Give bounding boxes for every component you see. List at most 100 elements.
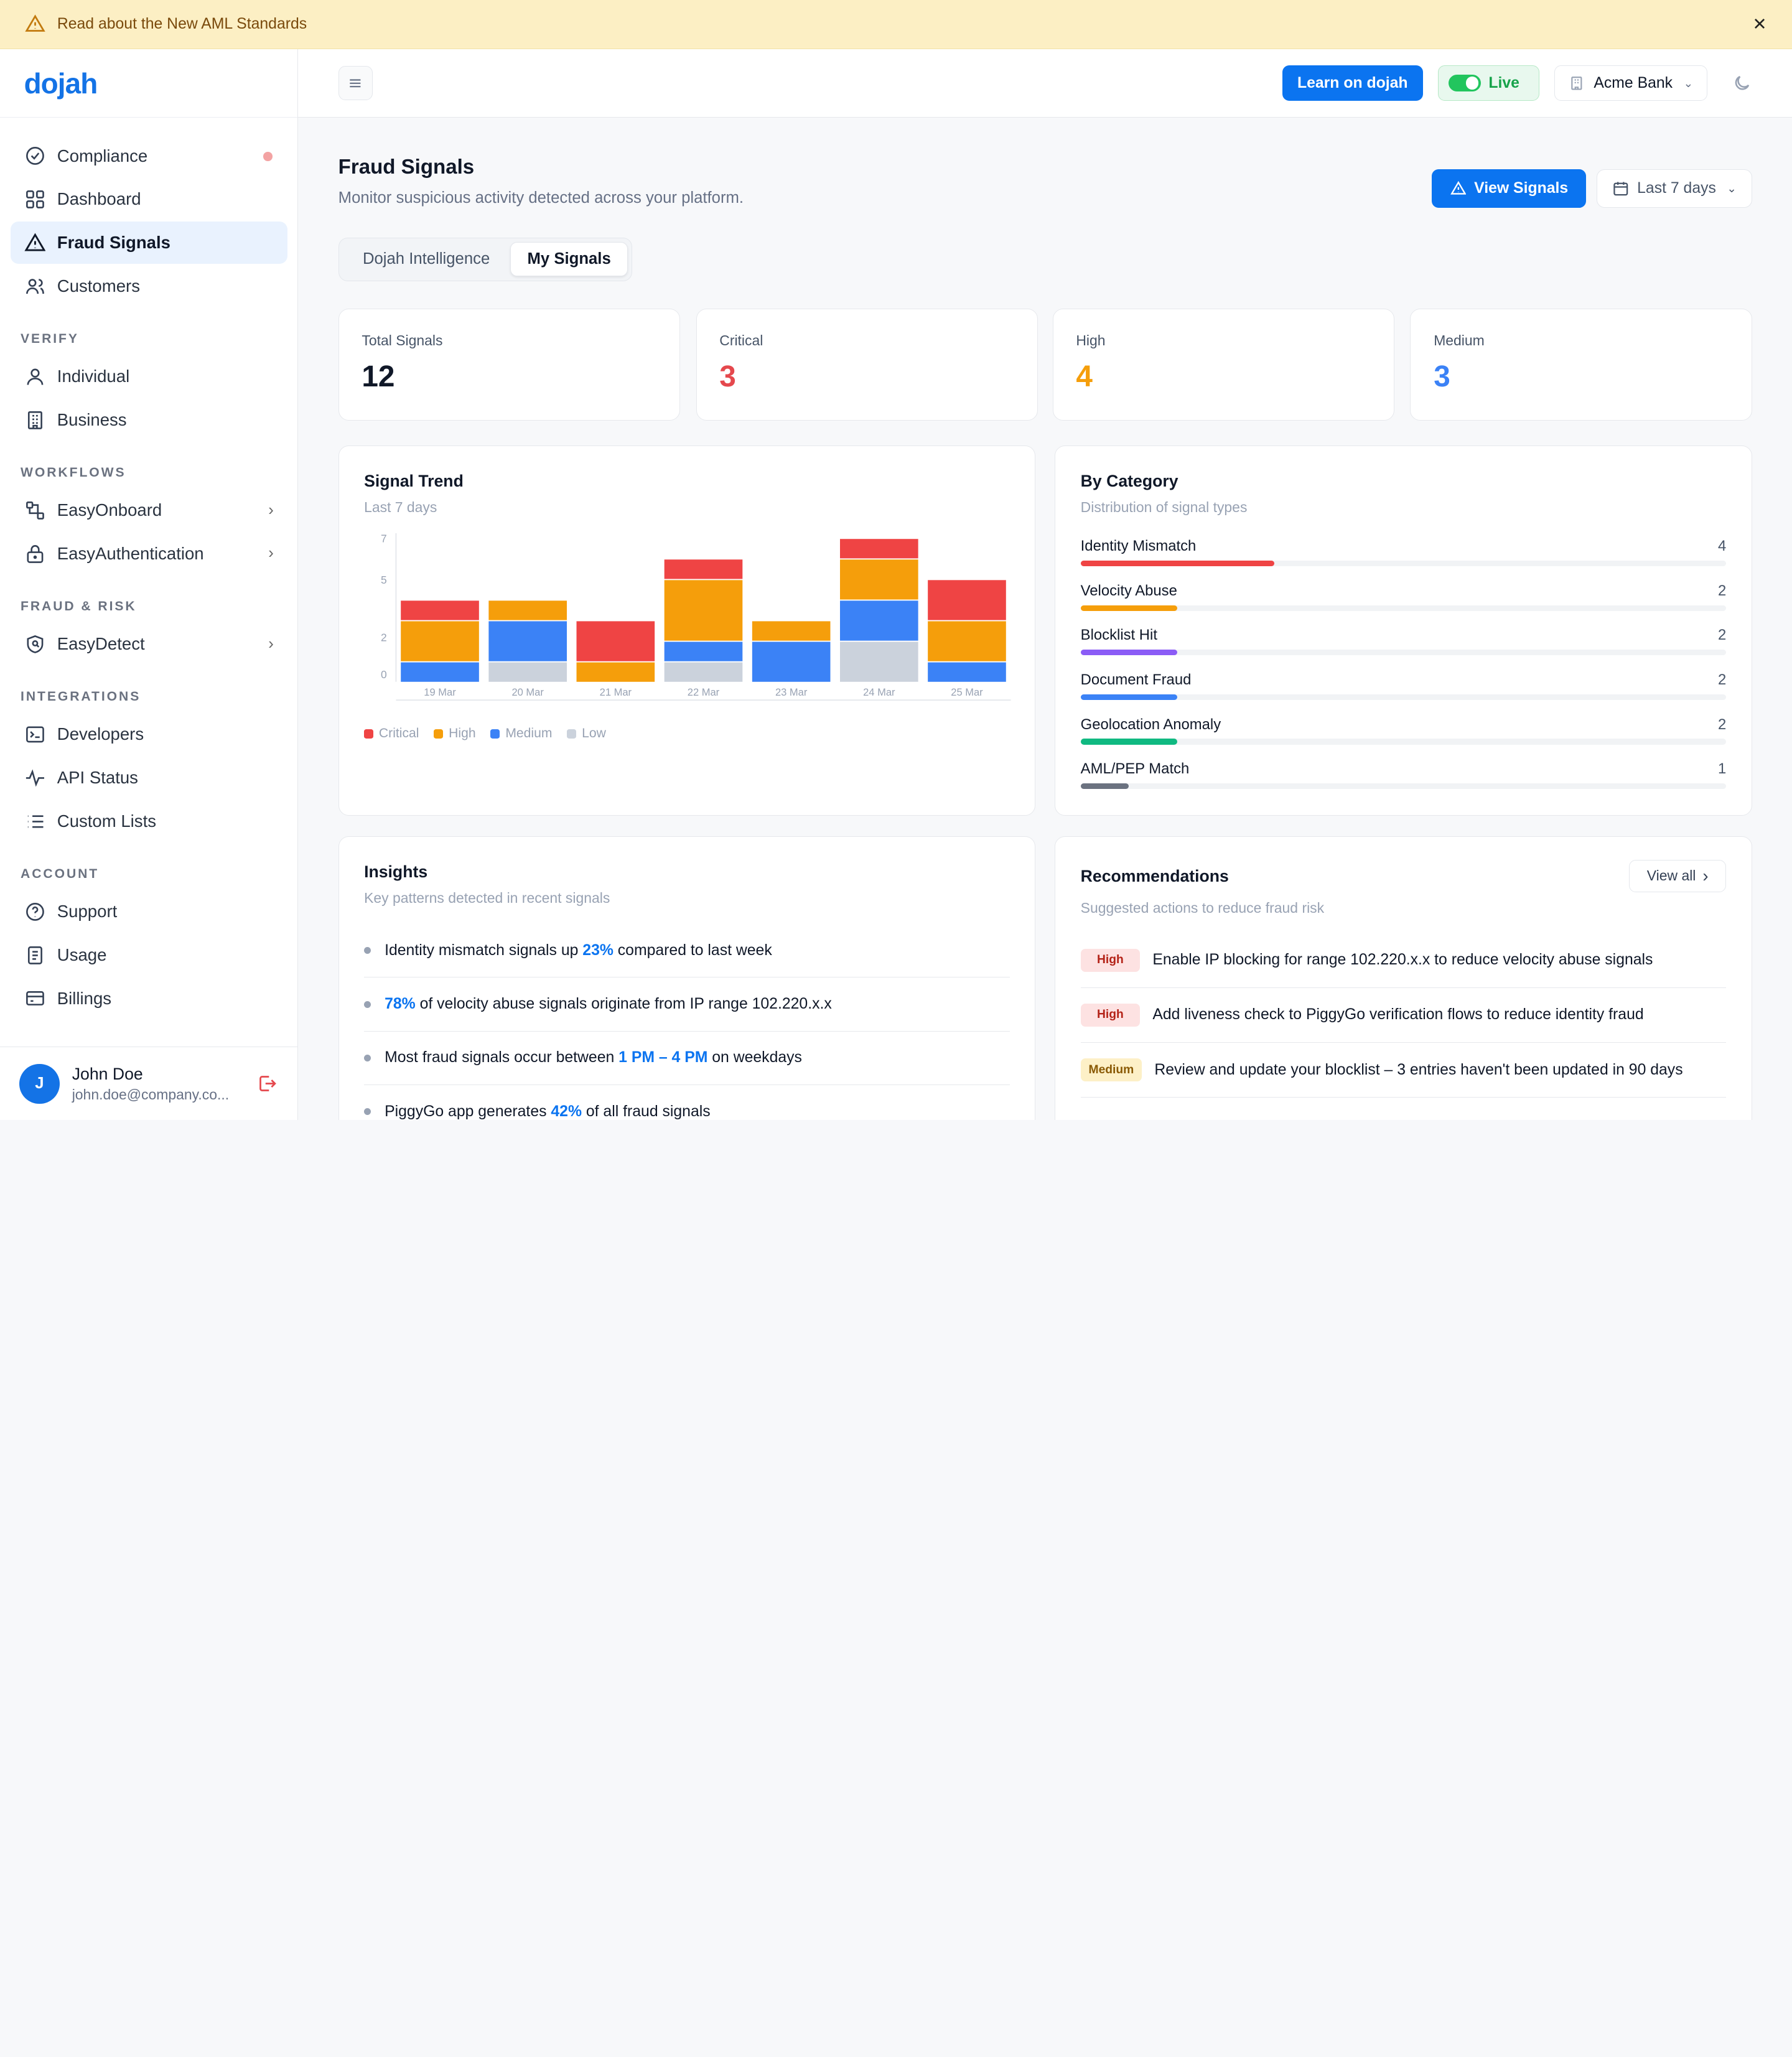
sidebar-item-billings[interactable]: Billings [11, 977, 287, 1020]
sidebar-item-easyauthentication[interactable]: EasyAuthentication › [11, 533, 287, 575]
bar-segment [752, 621, 831, 641]
insight-item: 78% of velocity abuse signals originate … [364, 977, 1010, 1032]
bar-segment [840, 539, 918, 559]
sidebar-item-easyonboard[interactable]: EasyOnboard › [11, 489, 287, 531]
category-row: Blocklist Hit 2 [1080, 627, 1727, 665]
section-workflows: WORKFLOWS [21, 465, 126, 480]
avatar: J [19, 1063, 60, 1104]
logo[interactable]: dojah [0, 49, 298, 118]
chart-legend: Critical High Medium Low [364, 726, 621, 741]
legend-item: High [434, 726, 476, 741]
main-content: Fraud Signals Monitor suspicious activit… [298, 119, 1792, 1120]
sidebar-item-customers[interactable]: Customers [11, 265, 287, 307]
recommendation-item[interactable]: Medium Review and update your blocklist –… [1080, 1043, 1727, 1098]
building-icon [27, 411, 42, 429]
page-header: Fraud Signals Monitor suspicious activit… [338, 156, 744, 208]
learn-on-dojah-button[interactable]: Learn on dojah [1282, 65, 1423, 101]
bar-segment [664, 580, 743, 641]
insight-highlight: 42% [551, 1103, 582, 1120]
organization-selector[interactable]: Acme Bank ⌄ [1554, 65, 1708, 101]
category-bar-track [1080, 739, 1727, 745]
category-count: 2 [1717, 627, 1727, 644]
announcement-banner: Read about the New AML Standards ✕ [0, 0, 1792, 49]
date-range-select[interactable]: Last 7 days ⌄ [1596, 169, 1752, 208]
view-signals-label: View Signals [1474, 180, 1569, 197]
card-subtitle: Key patterns detected in recent signals [364, 889, 610, 906]
sidebar-item-support[interactable]: Support [11, 890, 287, 933]
view-signals-button[interactable]: View Signals [1432, 169, 1587, 208]
bar-segment [840, 641, 918, 682]
insights-card: Insights Key patterns detected in recent… [338, 836, 1036, 1120]
sidebar-item-custom-lists[interactable]: Custom Lists [11, 800, 287, 842]
category-bar-fill [1080, 739, 1178, 745]
legend-swatch [364, 729, 373, 739]
sidebar-item-label: Developers [57, 724, 144, 744]
warning-icon [25, 14, 46, 32]
bar-segment [840, 559, 918, 600]
sidebar-item-usage[interactable]: Usage [11, 934, 287, 976]
legend-label: Medium [505, 726, 553, 741]
sidebar-item-api-status[interactable]: API Status [11, 757, 287, 799]
sidebar-item-label: Billings [57, 988, 112, 1008]
legend-label: Low [582, 726, 606, 741]
sidebar-item-fraud-signals[interactable]: Fraud Signals [10, 222, 287, 264]
live-mode-toggle[interactable]: Live [1437, 65, 1540, 101]
bar-segment [576, 662, 655, 682]
sidebar-item-label: API Status [57, 768, 138, 788]
user-icon [27, 368, 43, 385]
sidebar-item-label: Customers [57, 276, 140, 296]
sidebar-item-developers[interactable]: Developers [11, 713, 287, 755]
legend-label: High [449, 726, 476, 741]
close-icon[interactable]: ✕ [1752, 14, 1767, 34]
user-profile[interactable]: J John Doe john.doe@company.co... [0, 1047, 297, 1120]
signal-trend-chart: 7 5 2 0 19 Mar 20 Mar 21 Mar 22 Mar 23 Mar 24 Mar… [381, 533, 1011, 701]
tab-dojah-intelligence[interactable]: Dojah Intelligence [362, 250, 490, 268]
stat-label: Medium [1434, 332, 1485, 348]
sidebar-item-business[interactable]: Business [11, 399, 287, 441]
recommendation-item[interactable]: High Add liveness check to PiggyGo verifi… [1080, 988, 1727, 1043]
tab-my-signals[interactable]: My Signals [510, 242, 628, 277]
sidebar-item-label: EasyOnboard [57, 500, 162, 520]
category-count: 2 [1717, 582, 1727, 599]
priority-badge: High [1080, 1004, 1141, 1027]
signal-tabs: Dojah Intelligence My Signals [338, 238, 632, 281]
page-title: Fraud Signals [338, 155, 475, 179]
insight-text: PiggyGo app generates 42% of all fraud s… [385, 1103, 711, 1120]
category-bar-fill [1080, 560, 1274, 567]
by-category-card: By Category Distribution of signal types… [1055, 445, 1752, 816]
document-icon [27, 946, 42, 964]
chevron-down-icon: ⌄ [1683, 76, 1693, 90]
category-bar-track [1080, 650, 1727, 656]
recommendations-card: Recommendations Suggested actions to red… [1055, 836, 1752, 1120]
category-bar-fill [1080, 694, 1178, 701]
chevron-right-icon: › [268, 544, 274, 562]
view-all-button[interactable]: View all › [1629, 860, 1727, 892]
insight-text: Most fraud signals occur between 1 PM – … [385, 1049, 802, 1066]
view-all-label: View all [1646, 867, 1696, 884]
bar-segment [840, 600, 918, 641]
bullet [364, 1054, 371, 1061]
insight-text: 78% of velocity abuse signals originate … [385, 996, 832, 1013]
sidebar-item-easydetect[interactable]: EasyDetect › [11, 623, 287, 665]
hamburger-icon [350, 79, 361, 87]
insight-item: Identity mismatch signals up 23% compare… [364, 924, 1010, 978]
sidebar-item-label: Support [57, 902, 118, 921]
logout-icon[interactable] [257, 1073, 278, 1094]
sidebar-item-label: Individual [57, 366, 130, 386]
category-bar-fill [1080, 650, 1178, 656]
notification-dot [263, 152, 273, 161]
category-bar-track [1080, 694, 1727, 701]
legend-item: Medium [490, 726, 552, 741]
recommendation-item[interactable]: High Enable IP blocking for range 102.220… [1080, 933, 1727, 988]
menu-toggle-button[interactable] [338, 66, 373, 101]
moon-icon[interactable] [1732, 73, 1752, 93]
category-bar-track [1080, 605, 1727, 611]
card-subtitle: Distribution of signal types [1080, 498, 1248, 515]
list-icon [27, 814, 44, 828]
category-bar-fill [1080, 783, 1129, 790]
sidebar-item-dashboard[interactable]: Dashboard [11, 178, 287, 220]
toggle-switch[interactable] [1449, 74, 1481, 92]
sidebar-item-compliance[interactable]: Compliance [11, 135, 287, 177]
banner-text[interactable]: Read about the New AML Standards [57, 15, 307, 32]
sidebar-item-individual[interactable]: Individual [11, 355, 287, 398]
